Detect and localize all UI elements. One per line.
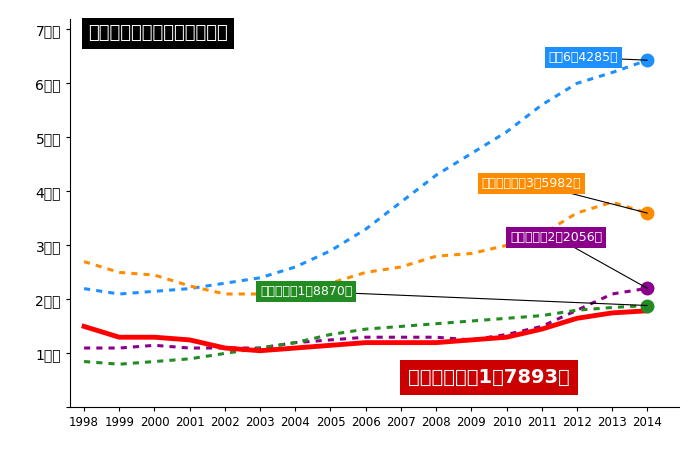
Text: インドネシア1万7893人: インドネシア1万7893人 (408, 368, 570, 387)
Text: シンガポール3万5982人: シンガポール3万5982人 (482, 177, 648, 213)
Text: ＡＳＥＡＮ５カ国の邦人推移: ＡＳＥＡＮ５カ国の邦人推移 (88, 25, 228, 42)
Text: フィリピン1万8870人: フィリピン1万8870人 (260, 285, 648, 306)
Text: タイ6万4285人: タイ6万4285人 (549, 51, 648, 64)
Text: マレーシア2万2056人: マレーシア2万2056人 (510, 231, 648, 288)
